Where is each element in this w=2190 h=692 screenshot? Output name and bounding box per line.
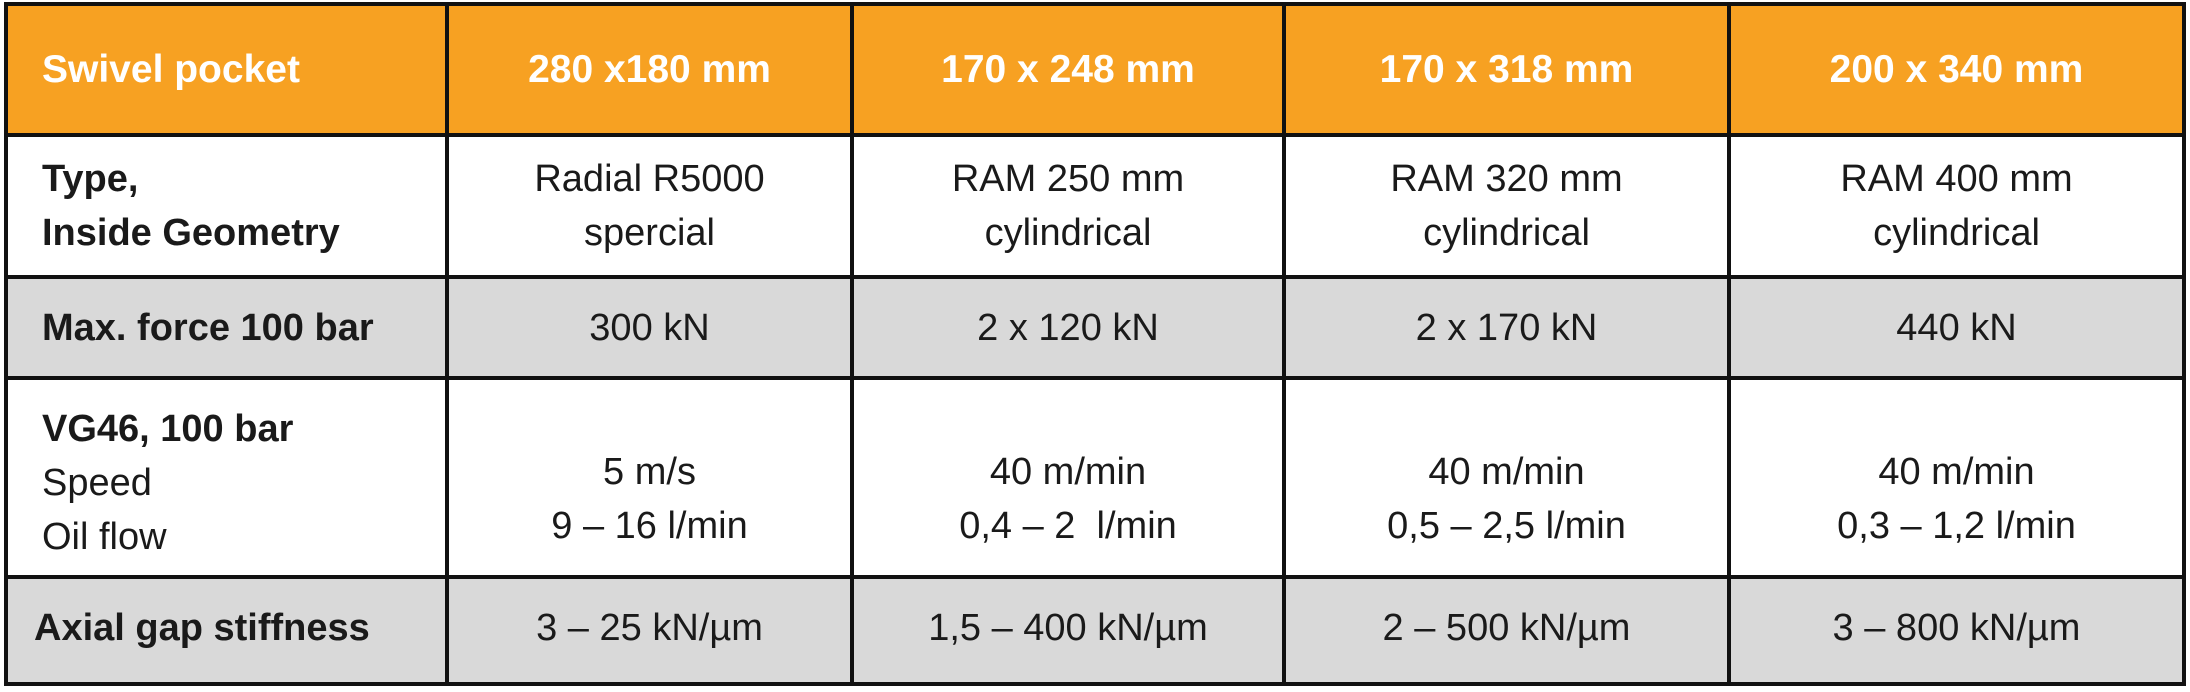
axial-value: 3 – 25 kN/µm xyxy=(536,607,763,649)
header-col-1: 280 x180 mm xyxy=(449,6,854,137)
header-col-2: 170 x 248 mm xyxy=(854,6,1286,137)
axial-cell-3: 2 – 500 kN/µm xyxy=(1286,579,1731,682)
speed-value: 40 m/min xyxy=(989,450,1147,493)
type-value-line2: cylindrical xyxy=(984,212,1152,254)
vg46-label-line1: VG46, 100 bar xyxy=(42,408,294,450)
header-col-2-text: 170 x 248 mm xyxy=(941,47,1195,91)
type-cell-1: Radial R5000 spercial xyxy=(449,137,854,279)
type-cell-2: RAM 250 mm cylindrical xyxy=(854,137,1286,279)
max-force-cell-1: 300 kN xyxy=(449,279,854,380)
type-value-line1: Radial R5000 xyxy=(534,158,765,200)
type-label-line2: Inside Geometry xyxy=(42,212,340,254)
speed-value: 40 m/min xyxy=(1878,450,2035,493)
header-col-4-text: 200 x 340 mm xyxy=(1829,47,2084,91)
speed-value: 5 m/s xyxy=(603,450,696,493)
type-value-line2: cylindrical xyxy=(1423,212,1590,254)
header-col-3-text: 170 x 318 mm xyxy=(1379,47,1634,91)
vg46-label-oil-flow: Oil flow xyxy=(42,516,167,558)
type-cell-3: RAM 320 mm cylindrical xyxy=(1286,137,1731,279)
vg46-cell-2: 40 m/min 0,4 – 2 l/min xyxy=(854,380,1286,579)
type-value-line1: RAM 400 mm xyxy=(1840,158,2073,200)
header-col-1-text: 280 x180 mm xyxy=(528,47,771,91)
axial-label: Axial gap stiffness xyxy=(34,607,370,649)
max-force-cell-2: 2 x 120 kN xyxy=(854,279,1286,380)
row-label-axial: Axial gap stiffness xyxy=(8,579,449,682)
vg46-cell-3: 40 m/min 0,5 – 2,5 l/min xyxy=(1286,380,1731,579)
speed-value: 40 m/min xyxy=(1428,450,1585,493)
axial-value: 2 – 500 kN/µm xyxy=(1382,607,1631,649)
header-label-cell: Swivel pocket xyxy=(8,6,449,137)
header-col-4: 200 x 340 mm xyxy=(1731,6,2182,137)
spec-table: Swivel pocket 280 x180 mm 170 x 248 mm 1… xyxy=(4,2,2186,686)
row-label-max-force: Max. force 100 bar xyxy=(8,279,449,380)
oil-flow-value: 0,5 – 2,5 l/min xyxy=(1387,504,1626,547)
type-value-line1: RAM 320 mm xyxy=(1390,158,1623,200)
vg46-label-speed: Speed xyxy=(42,462,152,504)
max-force-value: 2 x 120 kN xyxy=(977,306,1159,349)
oil-flow-value: 9 – 16 l/min xyxy=(551,504,748,547)
oil-flow-value: 0,3 – 1,2 l/min xyxy=(1837,504,2076,547)
max-force-value: 440 kN xyxy=(1896,306,2017,349)
type-label-line1: Type, xyxy=(42,158,139,200)
header-label: Swivel pocket xyxy=(42,47,300,91)
max-force-cell-4: 440 kN xyxy=(1731,279,2182,380)
row-label-type: Type, Inside Geometry xyxy=(8,137,449,279)
type-value-line2: spercial xyxy=(584,212,715,254)
vg46-cell-1: 5 m/s 9 – 16 l/min xyxy=(449,380,854,579)
oil-flow-value: 0,4 – 2 l/min xyxy=(959,504,1177,547)
axial-value: 1,5 – 400 kN/µm xyxy=(928,607,1208,649)
vg46-cell-4: 40 m/min 0,3 – 1,2 l/min xyxy=(1731,380,2182,579)
axial-cell-2: 1,5 – 400 kN/µm xyxy=(854,579,1286,682)
max-force-label: Max. force 100 bar xyxy=(42,306,374,349)
type-value-line2: cylindrical xyxy=(1873,212,2040,254)
row-label-vg46: VG46, 100 bar Speed Oil flow xyxy=(8,380,449,579)
max-force-value: 2 x 170 kN xyxy=(1415,306,1598,349)
max-force-cell-3: 2 x 170 kN xyxy=(1286,279,1731,380)
type-cell-4: RAM 400 mm cylindrical xyxy=(1731,137,2182,279)
axial-cell-4: 3 – 800 kN/µm xyxy=(1731,579,2182,682)
axial-cell-1: 3 – 25 kN/µm xyxy=(449,579,854,682)
axial-value: 3 – 800 kN/µm xyxy=(1832,607,2081,649)
max-force-value: 300 kN xyxy=(589,306,710,349)
header-col-3: 170 x 318 mm xyxy=(1286,6,1731,137)
type-value-line1: RAM 250 mm xyxy=(951,158,1185,200)
